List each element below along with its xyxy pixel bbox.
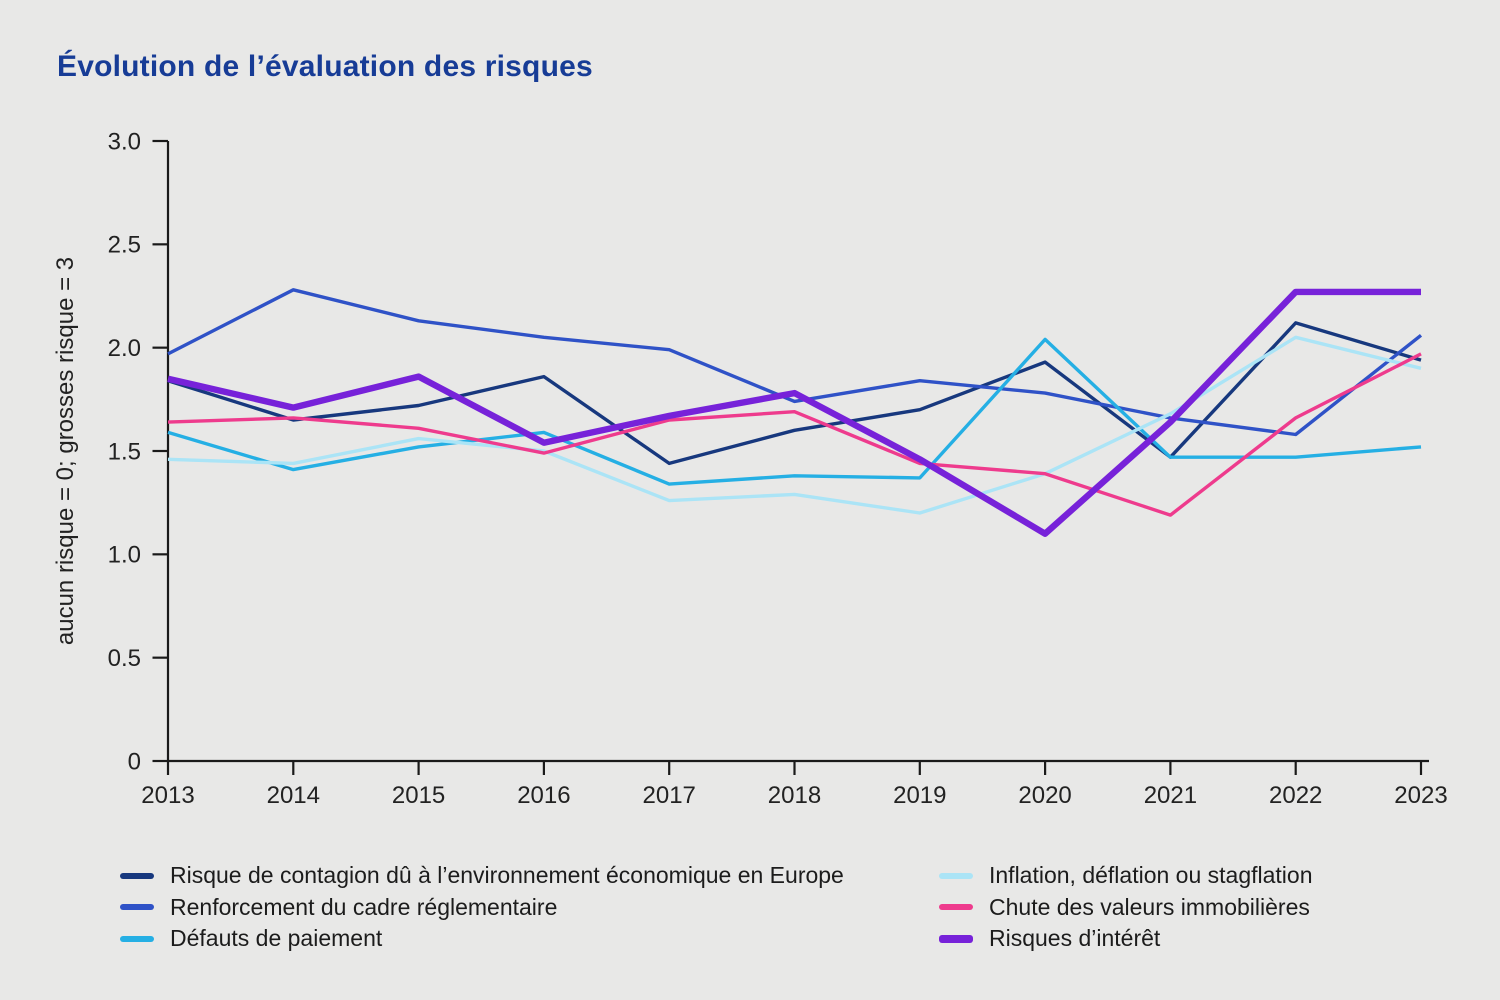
y-tick-label: 2.0 xyxy=(108,335,141,362)
y-tick-label: 3.0 xyxy=(108,128,141,155)
series-line-0 xyxy=(167,321,1422,466)
legend-swatch xyxy=(120,904,154,911)
x-tick-label: 2014 xyxy=(267,782,320,809)
legend-item: Risque de contagion dû à l’environnement… xyxy=(120,860,844,892)
x-tick-label: 2013 xyxy=(141,782,194,809)
x-tick-label: 2015 xyxy=(392,782,445,809)
legend-swatch xyxy=(120,872,154,879)
x-tick-label: 2023 xyxy=(1394,782,1447,809)
legend-swatch xyxy=(939,904,973,911)
legend-label: Chute des valeurs immobilières xyxy=(989,893,1310,920)
legend-item: Renforcement du cadre réglementaire xyxy=(120,892,844,924)
x-tick-label: 2016 xyxy=(517,782,570,809)
y-tick-label: 0 xyxy=(128,748,141,775)
series-line-2 xyxy=(167,337,1422,486)
series-line-1 xyxy=(167,288,1423,437)
legend-item: Inflation, déflation ou stagflation xyxy=(939,860,1313,892)
series-line-4 xyxy=(167,352,1422,517)
y-tick-label: 0.5 xyxy=(108,645,141,672)
legend-item: Défauts de paiement xyxy=(120,923,844,955)
x-tick-label: 2021 xyxy=(1144,782,1197,809)
legend-label: Risques d’intérêt xyxy=(989,925,1161,952)
legend-item: Chute des valeurs immobilières xyxy=(939,892,1313,924)
x-tick-label: 2022 xyxy=(1269,782,1322,809)
chart-title: Évolution de l’évaluation des risques xyxy=(57,50,593,83)
y-tick-label: 2.5 xyxy=(108,232,141,259)
series-line-3 xyxy=(167,335,1422,515)
y-tick-label: 1.0 xyxy=(108,542,141,569)
legend-label: Inflation, déflation ou stagflation xyxy=(989,862,1313,889)
x-tick-label: 2018 xyxy=(768,782,821,809)
legend-swatch xyxy=(939,934,973,943)
legend-swatch xyxy=(939,872,973,879)
legend-label: Renforcement du cadre réglementaire xyxy=(170,893,558,920)
series-line-5 xyxy=(167,288,1421,537)
legend-swatch xyxy=(120,935,154,942)
legend-item: Risques d’intérêt xyxy=(939,923,1313,955)
legend-column-right: Inflation, déflation ou stagflation Chute… xyxy=(939,860,1313,955)
x-tick-label: 2017 xyxy=(643,782,696,809)
legend-label: Défauts de paiement xyxy=(170,925,383,952)
x-tick-label: 2020 xyxy=(1018,782,1071,809)
legend-column-left: Risque de contagion dû à l’environnement… xyxy=(120,860,844,955)
x-tick-label: 2019 xyxy=(893,782,946,809)
legend-label: Risque de contagion dû à l’environnement… xyxy=(170,862,844,889)
y-tick-label: 1.5 xyxy=(108,438,141,465)
